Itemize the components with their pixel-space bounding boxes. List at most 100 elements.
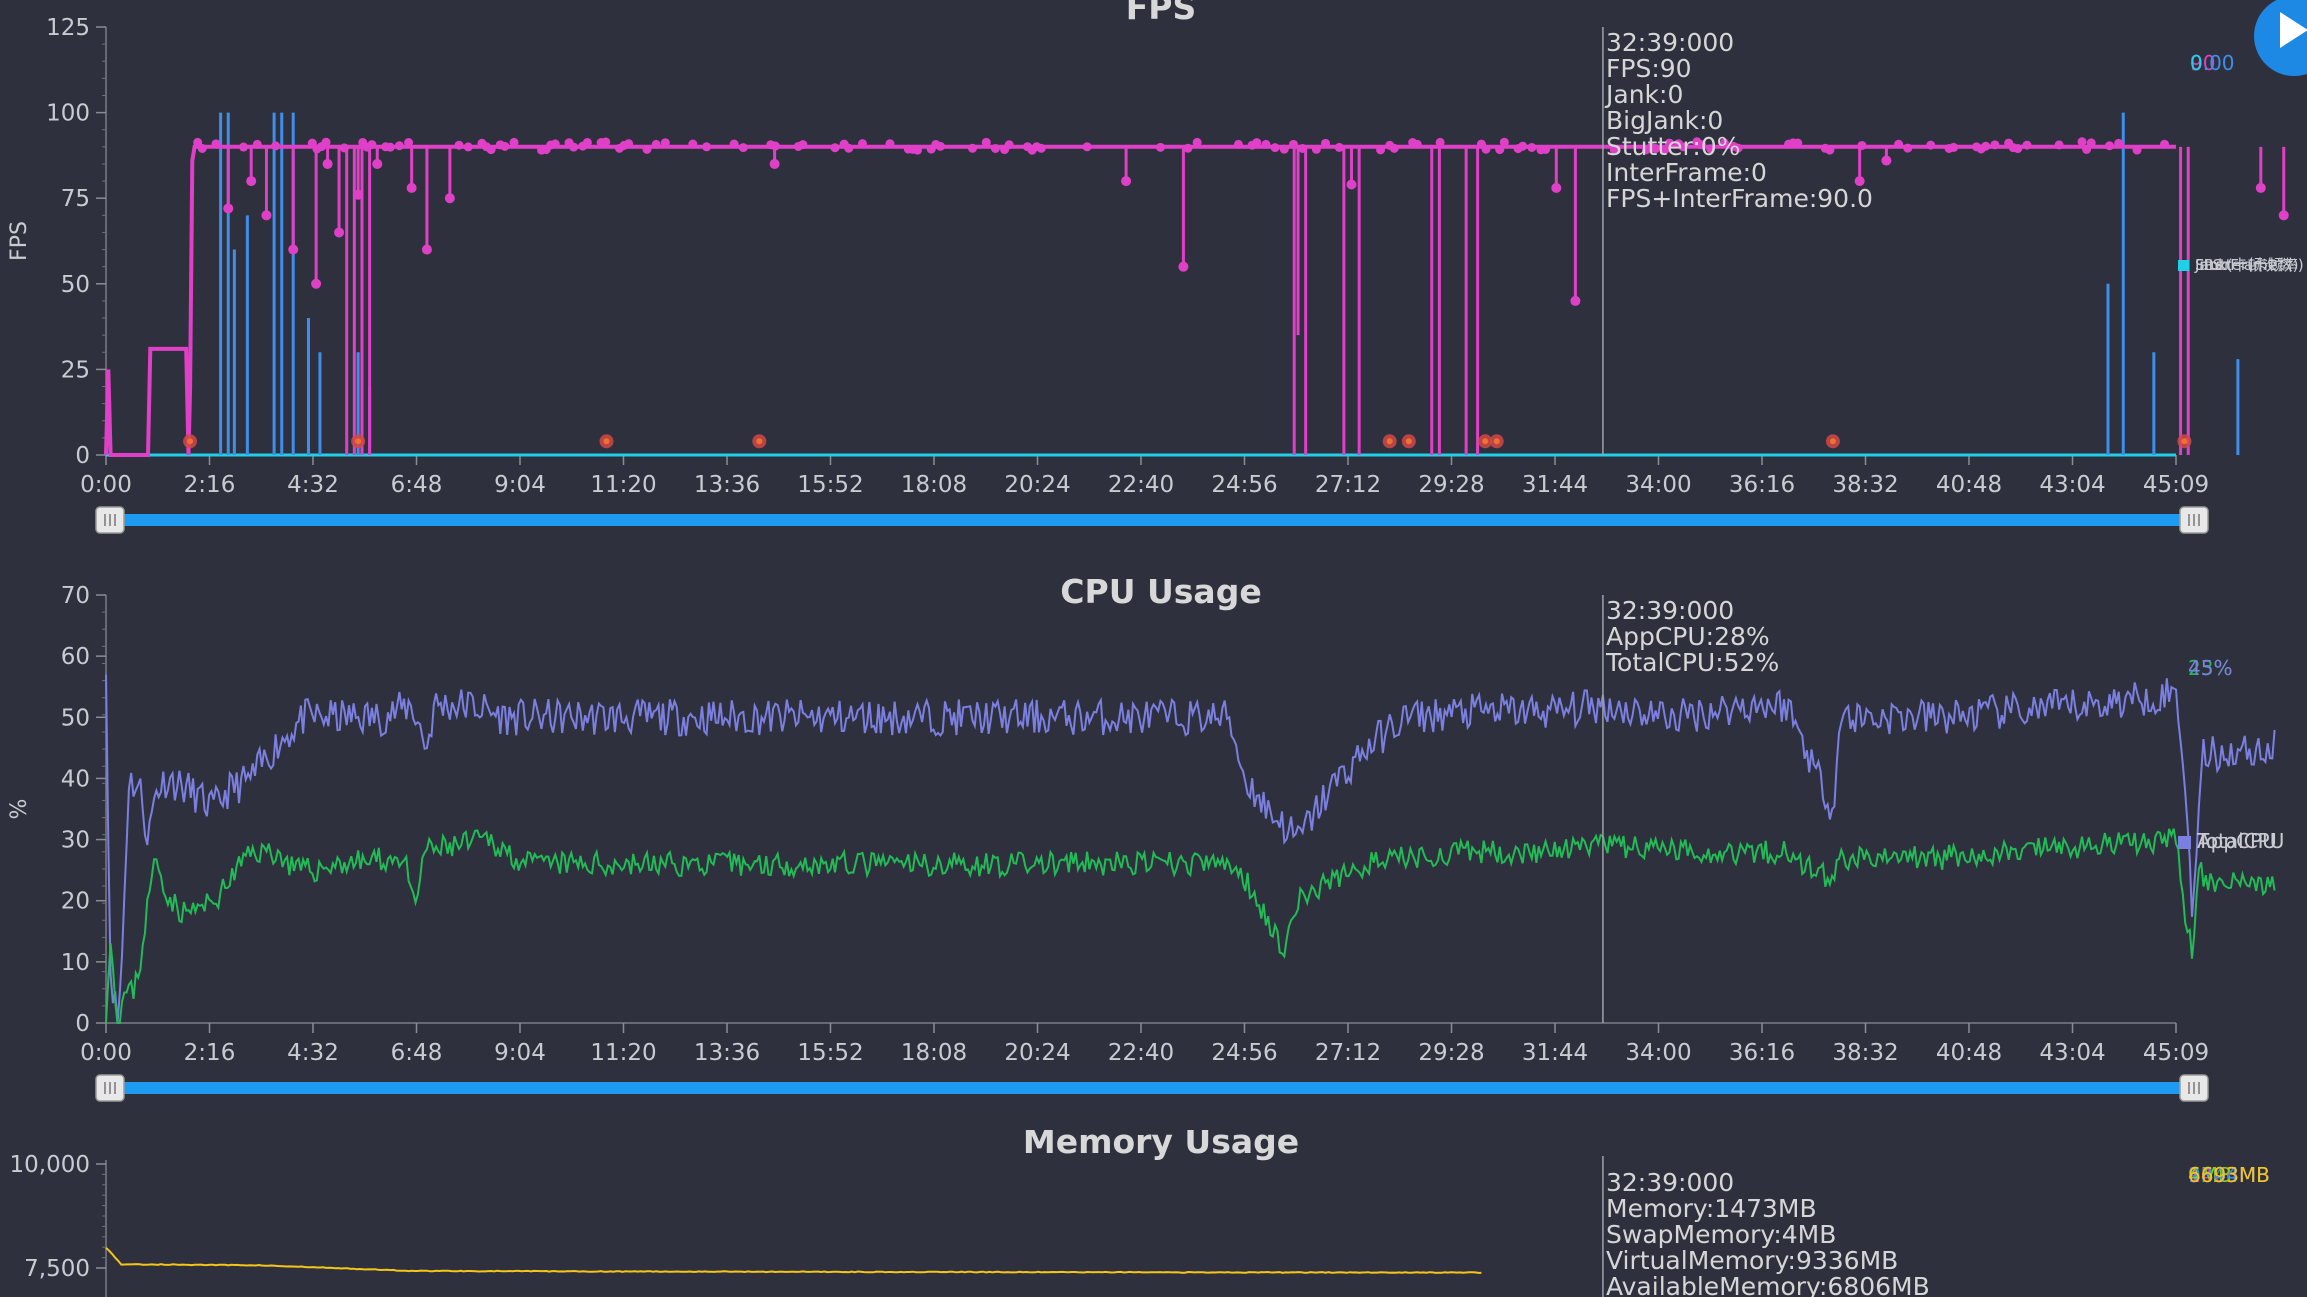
jank-point-core [355, 438, 362, 445]
fps-point [322, 158, 333, 169]
fps-point [885, 139, 895, 149]
x-tick-label: 43:04 [2039, 1040, 2105, 1066]
fps-point [1551, 182, 1562, 193]
y-tick-label: 10,000 [10, 1152, 90, 1178]
chart-title: FPS [1125, 0, 1197, 27]
fps-point [1903, 143, 1913, 153]
fps-point [601, 137, 611, 147]
fps-point [981, 137, 991, 147]
fps-point [1825, 145, 1835, 155]
chart-title: Memory Usage [1022, 1130, 1300, 1161]
fps-point [2105, 141, 2115, 151]
fps-point [246, 176, 257, 187]
fps-point [569, 142, 579, 152]
x-tick-label: 29:28 [1418, 472, 1484, 498]
y-tick-label: 40 [61, 766, 90, 792]
fps-point [2132, 145, 2142, 155]
x-tick-label: 38:32 [1832, 472, 1898, 498]
legend-item-totalcpu[interactable]: TotalCPU [2178, 827, 2284, 855]
current-totalcpu: 45% [2188, 656, 2233, 680]
legend-label: FPS [2195, 256, 2223, 274]
fps-point [2077, 137, 2087, 147]
current-memory: 1405MB [2188, 1163, 2270, 1187]
current-stutter: 0.00 [2190, 51, 2235, 75]
fps-point [509, 137, 519, 147]
fps-point [1082, 142, 1092, 152]
fps-point [367, 140, 377, 150]
fps-point [321, 137, 331, 147]
fps-point [1570, 295, 1581, 306]
play-icon [2280, 12, 2307, 48]
x-tick-label: 22:40 [1108, 472, 1174, 498]
x-tick-label: 0:00 [80, 1040, 132, 1066]
legend-label: InterFrame [2195, 256, 2277, 274]
fps-point [1495, 145, 1505, 155]
fps-point [550, 139, 560, 149]
fps-point [334, 227, 345, 238]
fps-point [1270, 143, 1280, 153]
fps-point [844, 143, 854, 153]
fps-point [500, 141, 510, 151]
fps-point [1926, 140, 1936, 150]
x-tick-label: 11:20 [590, 1040, 656, 1066]
fps-point [1252, 138, 1262, 148]
fps-point [454, 140, 464, 150]
legend-item-interframe[interactable]: InterFrame [2178, 254, 2277, 276]
tooltip-jank: Jank:0 [1606, 80, 1684, 109]
y-tick-label: 7,500 [24, 1256, 90, 1282]
x-tick-label: 45:09 [2143, 472, 2209, 498]
x-tick-label: 36:16 [1729, 1040, 1795, 1066]
fps-point [1990, 140, 2000, 150]
fps-point [2255, 182, 2266, 193]
fps-point [688, 139, 698, 149]
current-appcpu: 23% [2188, 656, 2233, 680]
fps-point [1389, 143, 1399, 153]
x-tick-label: 4:32 [287, 1040, 339, 1066]
x-tick-label: 24:56 [1211, 1040, 1277, 1066]
fps-point [1733, 143, 1743, 153]
fps-point [271, 141, 281, 151]
fps-point [2013, 144, 2023, 154]
fps-point [1261, 139, 1271, 149]
y-axis-label: % [7, 799, 32, 820]
fps-point [582, 137, 592, 147]
fps-point [394, 141, 404, 151]
y-axis-label: FPS [7, 221, 32, 261]
current-availablememory: 6693MB [2188, 1163, 2270, 1187]
fps-point [830, 143, 840, 153]
fps-point [1651, 144, 1661, 154]
fps-point [1233, 139, 1243, 149]
fps-point [211, 139, 221, 149]
x-tick-label: 0:00 [80, 472, 132, 498]
jank-point-core [1829, 438, 1836, 445]
legend-swatch [2178, 836, 2191, 849]
fps-point [1036, 143, 1046, 153]
fps-point [252, 139, 262, 149]
fps-point [1518, 141, 1528, 151]
current-fps: 90 [2190, 51, 2216, 75]
x-tick-label: 9:04 [494, 472, 546, 498]
x-tick-label: 22:40 [1108, 1040, 1174, 1066]
tooltip-time: 32:39:000 [1606, 28, 1735, 57]
fps-point [1664, 138, 1674, 148]
fps-point [2114, 138, 2124, 148]
x-tick-label: 29:28 [1418, 1040, 1484, 1066]
fps-point [2082, 144, 2092, 154]
fps-point [1192, 137, 1202, 147]
current-jank: 0 [2190, 51, 2203, 75]
fps-point [444, 193, 455, 204]
fps-point [1346, 179, 1357, 190]
tooltip-memory: Memory:1473MB [1606, 1194, 1817, 1223]
fps-point [385, 142, 395, 152]
series-availablememory [105, 1247, 1482, 1274]
series-totalcpu [105, 674, 2276, 1024]
series-fps [104, 144, 2176, 457]
jank-point-core [1493, 438, 1500, 445]
fps-point [1949, 142, 1959, 152]
x-tick-label: 43:04 [2039, 472, 2105, 498]
memory-panel: Memory Usage 10,000 7,500 32:39:000 Memor… [0, 1130, 2307, 1297]
x-tick-label: 6:48 [391, 1040, 443, 1066]
y-tick-label: 75 [61, 186, 90, 212]
memory-chart: 10,000 7,500 [10, 1152, 1604, 1297]
legend-swatch [2178, 260, 2189, 271]
